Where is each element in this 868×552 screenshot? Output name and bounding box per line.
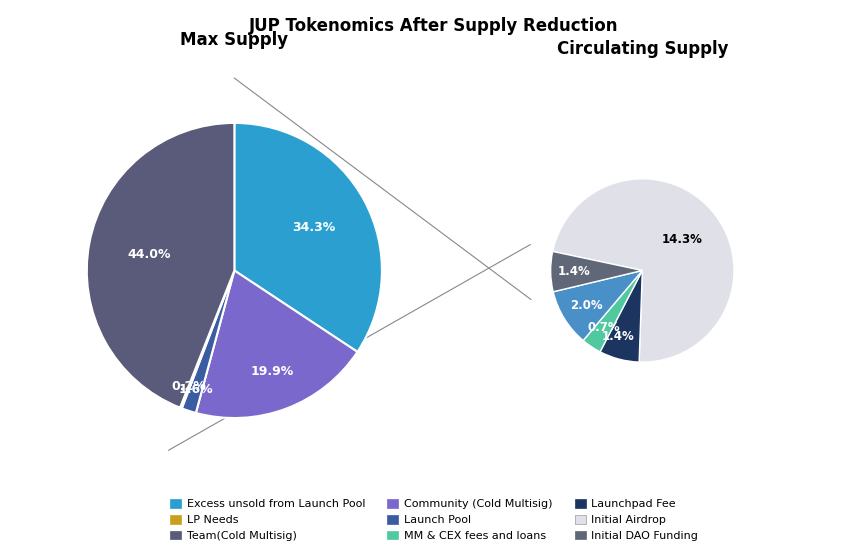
- Wedge shape: [196, 270, 358, 418]
- Text: 34.3%: 34.3%: [293, 221, 336, 234]
- Wedge shape: [553, 270, 642, 341]
- Text: 19.9%: 19.9%: [251, 365, 294, 378]
- Text: JUP Tokenomics After Supply Reduction: JUP Tokenomics After Supply Reduction: [249, 17, 619, 35]
- Text: 1.6%: 1.6%: [179, 383, 213, 396]
- Wedge shape: [87, 123, 234, 408]
- Text: 0.2%: 0.2%: [172, 380, 207, 394]
- Title: Circulating Supply: Circulating Supply: [556, 40, 728, 58]
- Text: 0.7%: 0.7%: [588, 321, 621, 334]
- Text: 44.0%: 44.0%: [128, 248, 171, 261]
- Wedge shape: [583, 270, 642, 352]
- Wedge shape: [550, 251, 642, 292]
- Wedge shape: [600, 270, 642, 362]
- Wedge shape: [181, 270, 234, 413]
- Wedge shape: [553, 179, 734, 362]
- Wedge shape: [234, 123, 382, 352]
- Text: 1.4%: 1.4%: [602, 331, 635, 343]
- Text: 1.4%: 1.4%: [557, 265, 590, 278]
- Title: Max Supply: Max Supply: [181, 31, 288, 49]
- Wedge shape: [180, 270, 234, 408]
- Text: 2.0%: 2.0%: [569, 299, 602, 311]
- Text: 14.3%: 14.3%: [661, 233, 702, 246]
- Legend: Excess unsold from Launch Pool, LP Needs, Team(Cold Multisig), Community (Cold M: Excess unsold from Launch Pool, LP Needs…: [164, 493, 704, 546]
